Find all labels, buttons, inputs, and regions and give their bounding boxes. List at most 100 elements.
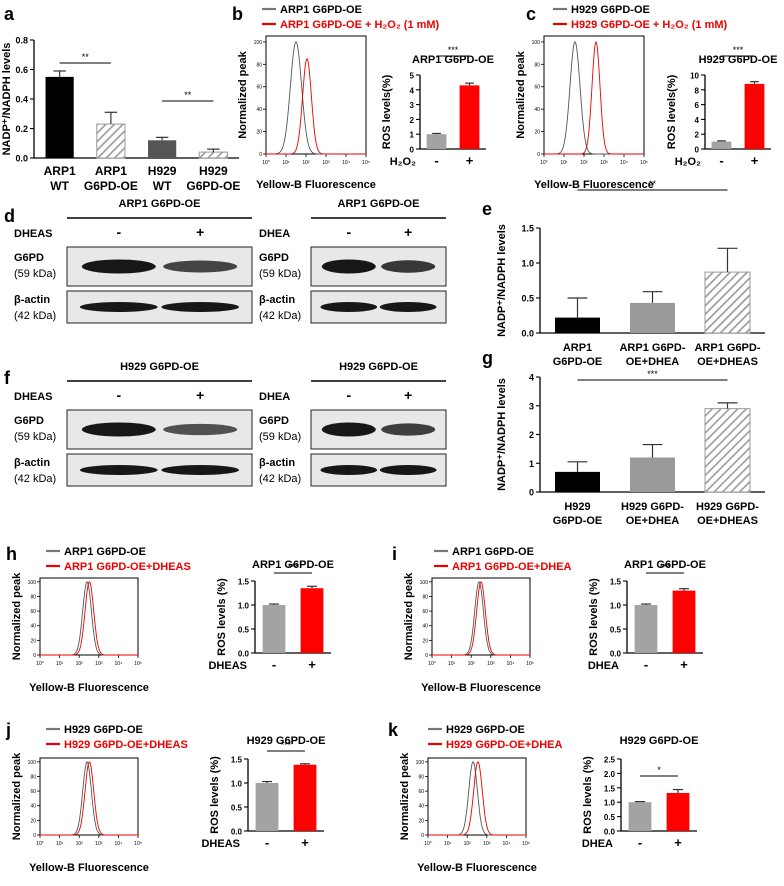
y-tick-label: 0.5 <box>610 626 622 635</box>
legend-control: ARP1 G6PD-OE <box>452 546 534 558</box>
flow-x-axis-label: Yellow-B Fluorescence <box>421 682 541 694</box>
flow-x-tick-label: 10³ <box>322 160 330 166</box>
flow-x-tick-label: 10³ <box>600 160 608 166</box>
flow-x-tick-label: 10³ <box>95 661 103 667</box>
y-axis-label: NADP⁺/NADPH levels <box>496 378 508 491</box>
x-category-label: H929 G6PD- <box>696 501 759 513</box>
bar <box>555 471 600 492</box>
x-category-label: G6PD-OE <box>553 356 603 368</box>
bar-title: ARP1 G6PD-OE <box>412 54 494 66</box>
legend-treated: H929 G6PD-OE+DHEA <box>446 739 563 751</box>
x-category-label: G6PD-OE <box>553 515 603 527</box>
flow-y-tick-label: 40 <box>422 624 428 630</box>
flow-curve-control <box>428 761 526 836</box>
flow-x-axis-label: Yellow-B Fluorescence <box>29 862 149 874</box>
plus-label: + <box>680 657 688 672</box>
flow-curve-control <box>40 581 138 656</box>
treatment-label: DHEA <box>588 660 619 672</box>
g6pd-label: G6PD <box>14 252 44 264</box>
plus-label: + <box>751 153 759 168</box>
bar <box>255 783 279 831</box>
y-tick-label: 3 <box>410 101 415 110</box>
legend-control: H929 G6PD-OE <box>64 724 143 736</box>
y-tick-label: 8 <box>695 86 700 95</box>
flow-curve-control <box>40 761 138 836</box>
flow-x-tick-label: 10³ <box>487 661 495 667</box>
bar-y-axis-label: ROS levels(%) <box>381 74 393 149</box>
flow-x-tick-label: 10⁵ <box>640 160 648 166</box>
x-category-label: OE+DHEAS <box>697 515 758 527</box>
bar <box>628 802 652 831</box>
flow-x-tick-label: 10° <box>36 661 44 667</box>
g6pd-kda-label: (59 kDa) <box>259 431 301 443</box>
flow-y-tick-label: 40 <box>30 804 36 810</box>
x-category-label: H929 <box>564 501 590 513</box>
y-tick-label: 0.0 <box>604 828 616 837</box>
panel-letter-h: h <box>6 544 17 564</box>
flow-y-tick-label: 100 <box>420 580 429 586</box>
x-category-label: OE+DHEA <box>626 356 680 368</box>
flow-curve-treated <box>266 57 366 155</box>
y-axis-label: NADP⁺/NADPH levels <box>496 224 508 337</box>
band-g6pd <box>321 422 376 437</box>
flow-y-tick-label: 80 <box>30 594 36 600</box>
flow-frame <box>431 577 531 656</box>
bar <box>666 792 690 831</box>
flow-x-axis-label: Yellow-B Fluorescence <box>534 179 654 191</box>
flow-y-tick-label: 80 <box>30 774 36 780</box>
bar <box>744 83 765 149</box>
flow-y-tick-label: 20 <box>30 638 36 644</box>
treatment-label: DHEA <box>259 391 290 403</box>
x-category-label: OE+DHEA <box>626 515 680 527</box>
flow-y-tick-label: 20 <box>534 130 540 136</box>
bar <box>634 605 658 653</box>
panel-letter-d: d <box>4 206 15 226</box>
bar <box>45 76 74 158</box>
y-tick-label: 1.5 <box>521 224 534 234</box>
flow-x-tick-label: 10³ <box>483 841 491 847</box>
y-tick-label: 4 <box>410 86 415 95</box>
bar-y-axis-label: ROS levels (%) <box>588 578 600 656</box>
panel-letter-b: b <box>232 4 243 24</box>
x-category-label: ARP1 <box>563 342 592 354</box>
bar-title: H929 G6PD-OE <box>247 735 326 747</box>
bar <box>148 140 177 158</box>
flow-y-axis-label: Normalized peak <box>399 752 411 840</box>
g6pd-label: G6PD <box>259 415 289 427</box>
band-g6pd <box>81 259 156 274</box>
flow-y-axis-label: Normalized peak <box>403 572 415 660</box>
minus-label: - <box>265 835 269 850</box>
flow-x-tick-label: 10° <box>428 661 436 667</box>
actin-kda-label: (42 kDa) <box>259 310 301 322</box>
band-actin <box>161 302 240 312</box>
flow-curve-treated <box>544 40 644 155</box>
band-g6pd <box>321 259 376 274</box>
band-actin <box>379 302 437 312</box>
actin-kda-label: (42 kDa) <box>14 473 56 485</box>
plus-label: + <box>196 387 204 403</box>
flow-y-tick-label: 60 <box>30 609 36 615</box>
flow-y-tick-label: 20 <box>418 818 424 824</box>
band-g6pd <box>163 260 238 273</box>
x-category-label: G6PD-OE <box>84 179 138 193</box>
panel-letter-j: j <box>5 720 11 740</box>
minus-label: - <box>116 224 121 240</box>
flow-y-tick-label: 0 <box>537 152 540 158</box>
flow-frame <box>39 757 139 836</box>
flow-x-tick-label: 10¹ <box>56 841 64 847</box>
flow-y-axis-label: Normalized peak <box>515 50 527 138</box>
minus-label: - <box>116 387 121 403</box>
actin-label: β-actin <box>14 457 50 469</box>
bar <box>262 605 286 653</box>
legend-treated: H929 G6PD-OE+DHEAS <box>64 739 188 751</box>
bar <box>198 151 228 159</box>
flow-x-tick-label: 10° <box>424 841 432 847</box>
legend-control: ARP1 G6PD-OE <box>280 4 362 16</box>
flow-frame <box>427 757 527 836</box>
flow-x-tick-label: 10¹ <box>282 160 290 166</box>
significance-label: ** <box>184 90 192 100</box>
flow-curve-treated <box>40 581 138 656</box>
y-tick-label: 10 <box>690 72 699 81</box>
flow-y-tick-label: 60 <box>422 609 428 615</box>
